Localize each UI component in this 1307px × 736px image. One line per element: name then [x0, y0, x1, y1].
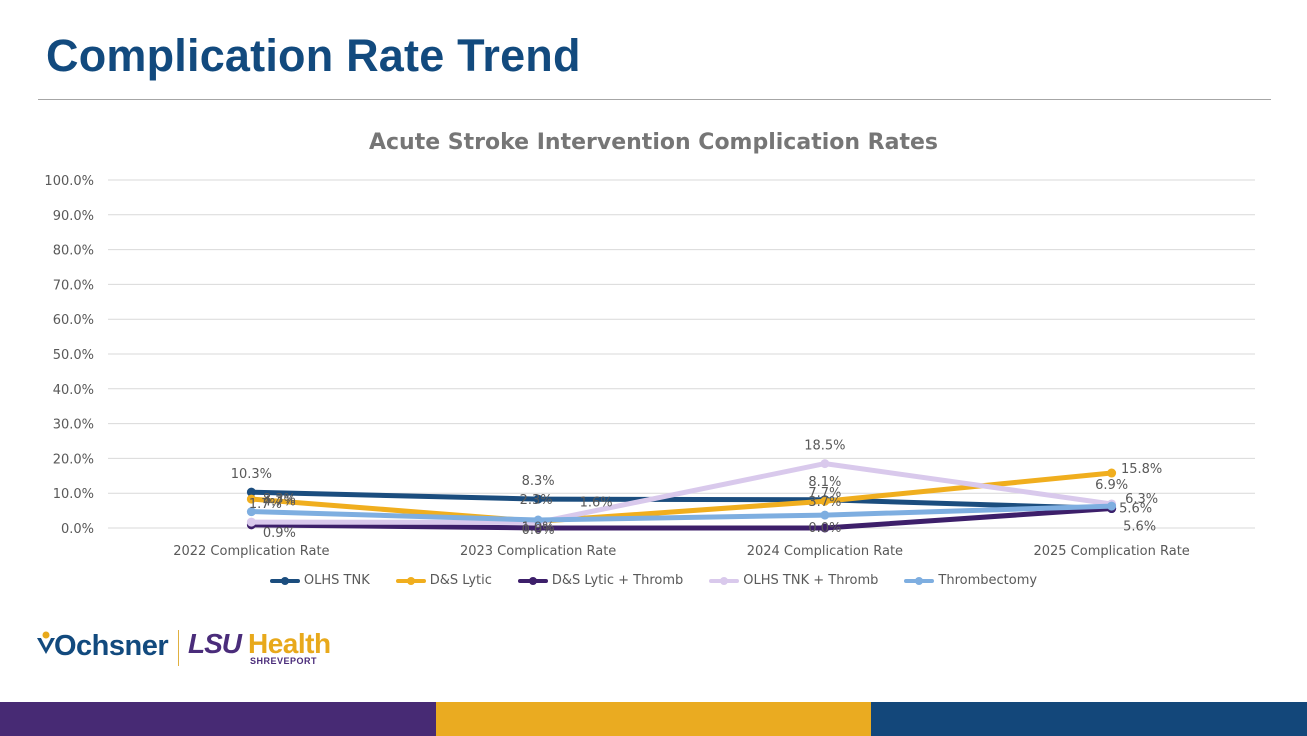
- ochsner-figure-icon: [37, 631, 55, 654]
- legend-swatch: [269, 576, 300, 585]
- data-label: 10.3%: [231, 467, 272, 482]
- chart-area: Acute Stroke Intervention Complication R…: [0, 110, 1307, 600]
- y-tick-label: 60.0%: [53, 313, 94, 328]
- data-point: [820, 459, 830, 469]
- legend-item: OLHS TNK: [269, 573, 370, 588]
- data-point: [533, 494, 543, 504]
- series-line-1: [248, 470, 1115, 524]
- legend-label: D&S Lytic: [429, 573, 492, 588]
- legend-item: D&S Lytic + Thromb: [517, 573, 684, 588]
- data-point: [246, 507, 256, 517]
- footer-logos: Ochsner LSU Health SHREVEPORT: [36, 628, 331, 668]
- data-label: 15.8%: [1121, 462, 1162, 477]
- data-label: 5.6%: [1123, 520, 1156, 535]
- series-lines: [246, 459, 1117, 533]
- data-label: 8.3%: [522, 474, 555, 489]
- legend-item: D&S Lytic: [395, 573, 492, 588]
- data-label: 0.9%: [263, 526, 296, 541]
- data-label: 1.6%: [580, 495, 613, 510]
- data-label: 4.7%: [263, 495, 296, 510]
- x-axis-ticks: 2022 Complication Rate 2023 Complication …: [173, 544, 1190, 559]
- footer-color-bar: [0, 702, 1307, 736]
- x-tick-label: 2022 Complication Rate: [173, 544, 329, 559]
- data-label: 18.5%: [804, 439, 845, 454]
- series-line-4: [248, 503, 1115, 523]
- title-divider: [38, 99, 1271, 100]
- footer-bar-blue: [871, 702, 1307, 736]
- data-point: [246, 487, 256, 497]
- ochsner-logo-text: Ochsner: [54, 630, 169, 662]
- chart-title: Acute Stroke Intervention Complication R…: [368, 130, 939, 155]
- y-tick-label: 100.0%: [44, 174, 94, 189]
- legend-marker: [406, 576, 415, 585]
- y-tick-label: 40.0%: [53, 383, 94, 398]
- data-label: 8.1%: [808, 475, 841, 490]
- logo-divider: [178, 630, 179, 666]
- legend-swatch: [395, 576, 426, 585]
- data-label: 8.3%: [263, 492, 296, 507]
- legend-marker: [528, 576, 537, 585]
- data-label: 2.3%: [520, 493, 553, 508]
- data-point: [1107, 468, 1117, 478]
- legend-label: OLHS TNK: [303, 573, 370, 588]
- data-label: 1.9%: [522, 520, 555, 535]
- line-chart: 0.0% 10.0% 20.0% 30.0% 40.0% 50.0% 60.0% 70.0% 8…: [44, 174, 1255, 559]
- data-point: [1107, 501, 1117, 511]
- series-line-3: [248, 461, 1115, 525]
- legend-swatch: [517, 576, 548, 585]
- data-labels: 10.3% 8.3% 8.1% 5.6% 8.3% 1.9% 7.7% 15.8% 0.9% 0.…: [231, 439, 1163, 541]
- legend-item: OLHS TNK + Thromb: [709, 573, 878, 588]
- data-label: 3.7%: [808, 495, 841, 510]
- chart-legend: OLHS TNK D&S Lytic D&S Lytic + Thromb OLHS …: [0, 573, 1307, 588]
- y-tick-label: 30.0%: [53, 418, 94, 433]
- y-axis-ticks: 0.0% 10.0% 20.0% 30.0% 40.0% 50.0% 60.0% 70.0% 8…: [44, 174, 94, 537]
- data-label: 0.0%: [808, 521, 841, 536]
- legend-marker: [280, 576, 289, 585]
- legend-label: OLHS TNK + Thromb: [743, 573, 879, 588]
- y-tick-label: 80.0%: [53, 244, 94, 259]
- legend-marker: [915, 576, 924, 585]
- data-label: 1.7%: [249, 497, 282, 512]
- legend-marker: [720, 576, 729, 585]
- legend-label: D&S Lytic + Thromb: [551, 573, 684, 588]
- y-tick-label: 90.0%: [53, 209, 94, 224]
- data-label: 7.7%: [808, 486, 841, 501]
- y-tick-label: 20.0%: [53, 452, 94, 467]
- data-point: [533, 515, 543, 525]
- x-tick-label: 2024 Complication Rate: [747, 544, 903, 559]
- data-label: 5.6%: [1119, 502, 1152, 517]
- data-point: [246, 494, 256, 504]
- data-label: 6.9%: [1095, 478, 1128, 493]
- data-point: [246, 517, 256, 527]
- shreveport-logo-text: SHREVEPORT: [250, 656, 318, 666]
- lsu-logo-text: LSU: [188, 628, 242, 659]
- data-label: 0.0%: [522, 523, 555, 538]
- data-point: [820, 510, 830, 520]
- y-tick-label: 70.0%: [53, 278, 94, 293]
- legend-swatch: [709, 576, 740, 585]
- footer-bar-purple: [0, 702, 436, 736]
- x-tick-label: 2023 Complication Rate: [460, 544, 616, 559]
- data-label: 6.3%: [1125, 492, 1158, 507]
- legend-swatch: [904, 576, 935, 585]
- legend-label: Thrombectomy: [938, 573, 1038, 588]
- data-point: [820, 523, 830, 533]
- legend-item: Thrombectomy: [904, 573, 1037, 588]
- series-line-2: [248, 506, 1115, 531]
- y-tick-label: 0.0%: [61, 522, 94, 537]
- footer-bar-gold: [435, 702, 872, 736]
- series-line-0: [248, 489, 1115, 511]
- x-tick-label: 2025 Complication Rate: [1033, 544, 1189, 559]
- slide-title: Complication Rate Trend: [46, 30, 581, 81]
- y-tick-label: 10.0%: [53, 487, 94, 502]
- health-logo-text: Health: [248, 628, 331, 659]
- y-tick-label: 50.0%: [53, 348, 94, 363]
- data-point: [820, 496, 830, 506]
